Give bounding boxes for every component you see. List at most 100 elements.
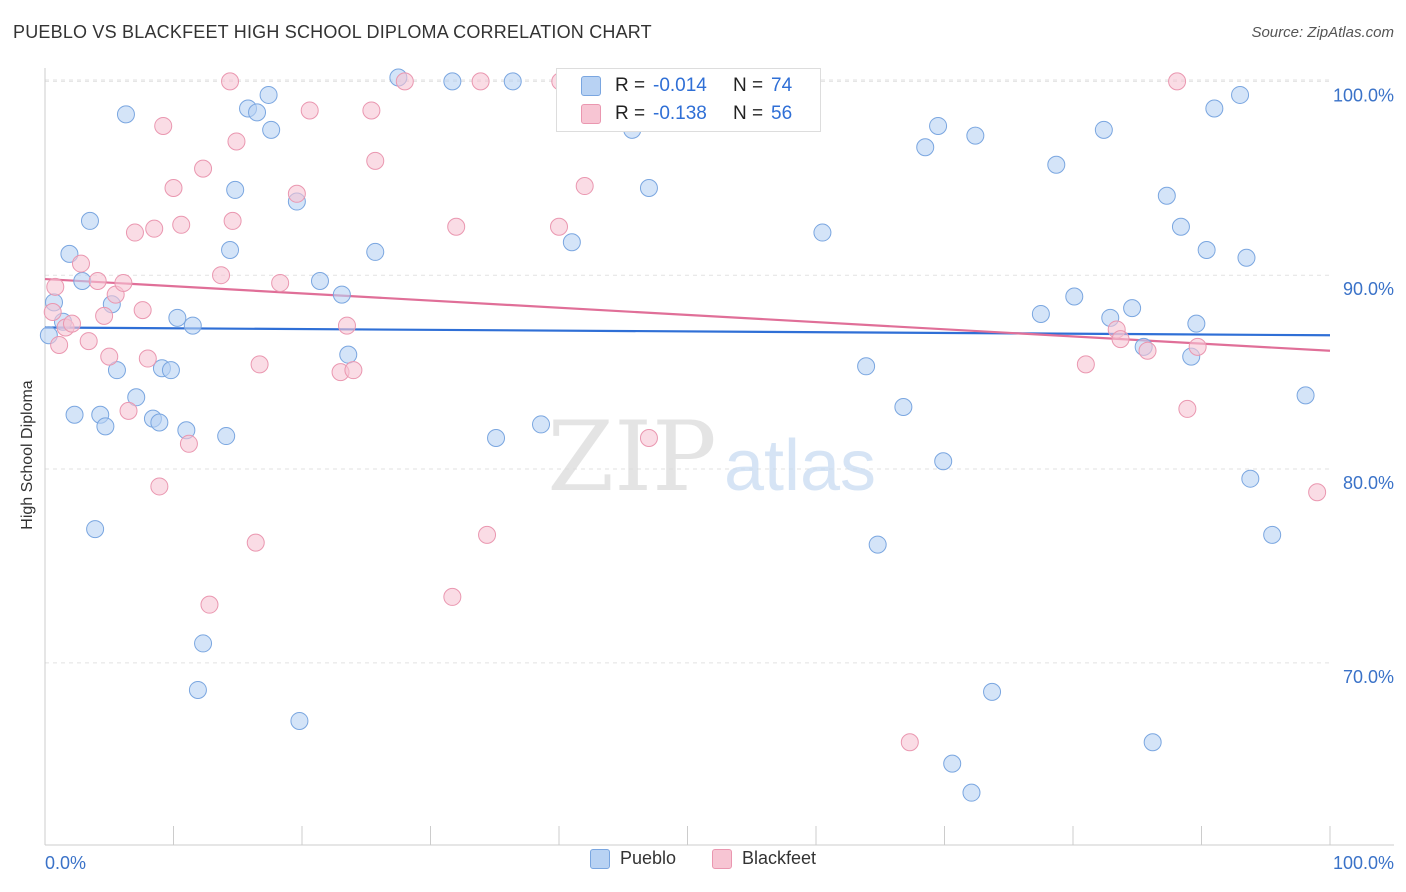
pueblo-point: [934, 452, 953, 471]
x-tick-label: 0.0%: [45, 853, 86, 873]
blackfeet-point: [1111, 330, 1130, 349]
pueblo-point: [226, 180, 245, 199]
pueblo-point: [161, 361, 180, 380]
pueblo-point: [1241, 469, 1260, 488]
pueblo-point: [248, 103, 267, 122]
legend-item-blackfeet[interactable]: Blackfeet: [712, 848, 816, 869]
blackfeet-point: [212, 266, 231, 285]
blackfeet-point: [1308, 483, 1327, 502]
blackfeet-point: [447, 217, 466, 236]
blackfeet-point: [114, 273, 133, 292]
blackfeet-point: [79, 332, 98, 351]
blackfeet-point: [366, 151, 385, 170]
pueblo-point: [60, 244, 79, 263]
pueblo-point: [290, 711, 309, 730]
y-tick-labels: 70.0% 80.0% 90.0% 100.0%: [1333, 85, 1394, 686]
pueblo-point: [1157, 186, 1176, 205]
correlation-stats-box: R = -0.014 N = 74 R = -0.138 N = 56: [556, 68, 821, 132]
blackfeet-point: [1168, 72, 1187, 91]
gridlines: [45, 79, 1330, 664]
pueblo-trend-line: [44, 326, 1331, 337]
pueblo-point: [916, 138, 935, 157]
blackfeet-point: [1178, 399, 1197, 418]
blackfeet-point: [337, 316, 356, 335]
pueblo-point: [639, 178, 658, 197]
blackfeet-point: [1076, 355, 1095, 374]
source-credit: Source: ZipAtlas.com: [1251, 24, 1394, 41]
blackfeet-point: [164, 178, 183, 197]
data-points: [39, 68, 1327, 802]
legend-label: Blackfeet: [742, 848, 817, 868]
y-tick-label: 80.0%: [1343, 473, 1394, 493]
pueblo-point: [857, 357, 876, 376]
pueblo-point: [868, 535, 887, 554]
blackfeet-point: [88, 272, 107, 291]
blackfeet-point: [1188, 337, 1207, 356]
r-label: R =: [615, 75, 646, 96]
pueblo-point: [107, 361, 126, 380]
blackfeet-point: [138, 349, 157, 368]
blackfeet-point: [100, 347, 119, 366]
blackfeet-point: [227, 132, 246, 151]
pueblo-point: [339, 345, 358, 364]
blackfeet-point: [172, 215, 191, 234]
blackfeet-point: [43, 303, 62, 322]
pueblo-point: [443, 72, 462, 91]
x-tick-label: 100.0%: [1333, 853, 1394, 873]
blackfeet-point: [95, 306, 114, 325]
legend-item-pueblo[interactable]: Pueblo: [589, 848, 676, 869]
pueblo-point: [813, 223, 832, 242]
blackfeet-point: [154, 116, 173, 135]
pueblo-point: [929, 116, 948, 135]
pueblo-point: [96, 417, 115, 436]
blackfeet-swatch: [581, 104, 601, 124]
blackfeet-point: [550, 217, 568, 236]
legend-label: Pueblo: [619, 848, 676, 868]
blackfeet-point: [200, 595, 219, 614]
pueblo-point: [65, 405, 84, 424]
pueblo-point: [487, 428, 506, 447]
pueblo-point: [217, 427, 236, 446]
pueblo-point: [221, 240, 240, 259]
blackfeet-point: [62, 314, 81, 333]
pueblo-point: [1094, 120, 1113, 139]
pueblo-point: [310, 272, 329, 291]
pueblo-point: [1237, 248, 1256, 267]
pueblo-point: [73, 272, 92, 291]
pueblo-point: [1065, 287, 1084, 306]
pueblo-point: [966, 126, 985, 145]
x-tick-labels: 0.0% 100.0%: [45, 853, 1394, 873]
blackfeet-point: [125, 223, 144, 242]
pueblo-point: [1231, 85, 1250, 104]
blackfeet-point: [362, 101, 381, 120]
blackfeet-point: [300, 101, 319, 120]
pueblo-point: [1263, 525, 1282, 544]
blackfeet-point: [145, 219, 164, 238]
blackfeet-point: [223, 211, 242, 230]
pueblo-point: [983, 682, 1002, 701]
blackfeet-point: [119, 401, 138, 420]
pueblo-point: [86, 520, 105, 539]
legend: Pueblo Blackfeet: [0, 848, 1406, 869]
blackfeet-point: [179, 434, 198, 453]
pueblo-point: [183, 316, 202, 335]
watermark-zip: ZIP: [547, 401, 716, 513]
pueblo-point: [1205, 99, 1224, 118]
r-value: -0.138: [653, 103, 707, 124]
blackfeet-point: [287, 184, 306, 203]
pueblo-point: [1123, 299, 1142, 318]
blackfeet-point: [443, 587, 462, 606]
blackfeet-point: [271, 273, 290, 292]
pueblo-point: [1187, 314, 1206, 333]
blackfeet-point: [194, 159, 213, 178]
blackfeet-point: [639, 428, 658, 447]
blackfeet-point: [471, 72, 490, 91]
pueblo-point: [168, 308, 187, 327]
blackfeet-point: [575, 177, 594, 196]
blackfeet-point: [150, 477, 169, 496]
blackfeet-point: [50, 335, 69, 354]
pueblo-point: [116, 105, 135, 124]
blackfeet-point: [395, 72, 414, 91]
pueblo-point: [562, 233, 581, 252]
pueblo-point: [259, 85, 278, 104]
